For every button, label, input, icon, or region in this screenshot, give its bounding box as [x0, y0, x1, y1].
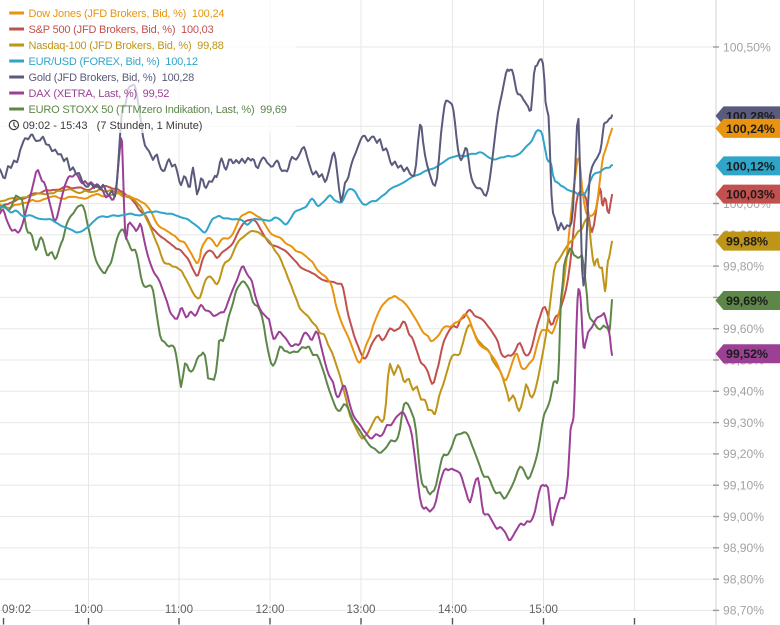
svg-text:100,03%: 100,03%	[726, 188, 775, 202]
svg-text:98,80%: 98,80%	[723, 572, 764, 586]
svg-text:100,50%: 100,50%	[723, 40, 771, 54]
svg-text:Dow Jones (JFD Brokers, Bid, %: Dow Jones (JFD Brokers, Bid, %) 100,24	[29, 8, 225, 20]
svg-text:09:02: 09:02	[2, 603, 31, 616]
svg-text:EUR/USD (FOREX, Bid, %) 100,1: EUR/USD (FOREX, Bid, %) 100,12	[29, 56, 198, 68]
svg-text:99,00%: 99,00%	[723, 510, 764, 524]
svg-text:12:00: 12:00	[255, 603, 284, 616]
svg-text:99,88%: 99,88%	[726, 235, 768, 249]
svg-text:DAX (XETRA, Last, %) 99,52: DAX (XETRA, Last, %) 99,52	[29, 88, 170, 100]
svg-text:09:02 - 15:43 (7 Stunden, 1: 09:02 - 15:43 (7 Stunden, 1 Minute)	[23, 120, 203, 132]
svg-text:13:00: 13:00	[346, 603, 375, 616]
svg-text:14:00: 14:00	[438, 603, 467, 616]
svg-text:S&P 500 (JFD Brokers, Bid, %): S&P 500 (JFD Brokers, Bid, %) 100,03	[29, 24, 214, 36]
svg-text:99,10%: 99,10%	[723, 479, 764, 493]
svg-text:99,80%: 99,80%	[723, 259, 764, 273]
svg-text:EURO STOXX 50 (TTMzero Indikat: EURO STOXX 50 (TTMzero Indikation, Last,…	[29, 104, 287, 116]
svg-text:99,60%: 99,60%	[723, 322, 764, 336]
svg-text:11:00: 11:00	[165, 603, 193, 616]
svg-text:99,40%: 99,40%	[723, 385, 764, 399]
svg-text:Nasdaq-100 (JFD Brokers, Bid,: Nasdaq-100 (JFD Brokers, Bid, %) 99,88	[29, 40, 224, 52]
svg-text:10:00: 10:00	[74, 603, 103, 616]
svg-text:99,20%: 99,20%	[723, 447, 764, 461]
svg-text:99,69%: 99,69%	[726, 294, 768, 308]
svg-text:99,30%: 99,30%	[723, 416, 764, 430]
svg-text:100,12%: 100,12%	[726, 159, 775, 173]
svg-text:15:00: 15:00	[529, 603, 558, 616]
svg-text:98,70%: 98,70%	[723, 604, 764, 618]
svg-text:100,24%: 100,24%	[726, 122, 775, 136]
svg-text:Gold (JFD Brokers, Bid, %) 10: Gold (JFD Brokers, Bid, %) 100,28	[29, 72, 195, 84]
svg-text:98,90%: 98,90%	[723, 541, 764, 555]
svg-text:99,52%: 99,52%	[726, 347, 768, 361]
